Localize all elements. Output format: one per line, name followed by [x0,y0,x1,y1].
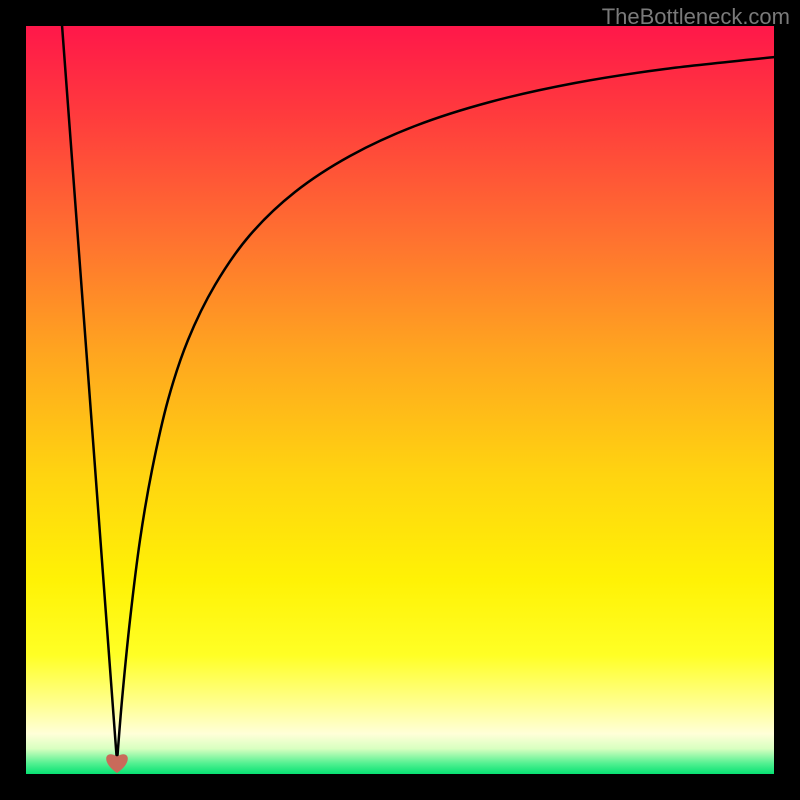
watermark-text: TheBottleneck.com [602,4,790,30]
chart-svg [0,0,800,800]
gradient-background [25,25,775,775]
bottleneck-chart: TheBottleneck.com [0,0,800,800]
